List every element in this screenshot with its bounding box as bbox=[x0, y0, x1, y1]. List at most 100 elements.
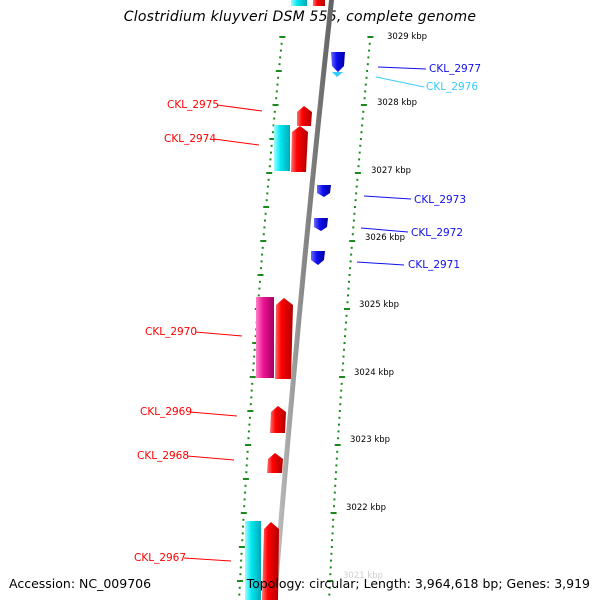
gene-feature-ckl-2974[interactable] bbox=[291, 126, 308, 172]
kbp-label: 3026 kbp bbox=[365, 233, 405, 243]
minor-tick bbox=[333, 498, 336, 501]
gene-feature[interactable] bbox=[313, 0, 325, 6]
minor-tick bbox=[267, 178, 270, 181]
gene-feature-ckl-2971[interactable] bbox=[311, 251, 325, 265]
minor-tick bbox=[250, 389, 253, 392]
kbp-label: 3023 kbp bbox=[350, 435, 390, 445]
gene-label-ckl-2968[interactable]: CKL_2968 bbox=[137, 450, 189, 462]
outer-tick-ring bbox=[327, 36, 374, 596]
minor-tick bbox=[265, 199, 268, 202]
minor-tick bbox=[336, 450, 339, 453]
minor-tick bbox=[340, 389, 343, 392]
gene-label-ckl-2970[interactable]: CKL_2970 bbox=[145, 326, 197, 338]
gene-feature-ckl-2970-pseudo[interactable] bbox=[256, 297, 274, 378]
major-tick bbox=[349, 240, 356, 242]
minor-tick bbox=[331, 532, 334, 535]
minor-tick bbox=[277, 76, 280, 79]
major-tick bbox=[240, 512, 247, 514]
gene-label-ckl-2976[interactable]: CKL_2976 bbox=[426, 81, 478, 93]
gene-label-ckl-2967[interactable]: CKL_2967 bbox=[134, 552, 186, 564]
gene-feature-ckl-2974-rna[interactable] bbox=[274, 125, 290, 171]
minor-tick bbox=[279, 49, 282, 52]
gene-feature-ckl-2972[interactable] bbox=[314, 218, 328, 231]
minor-tick bbox=[330, 559, 332, 562]
minor-tick bbox=[251, 382, 254, 385]
kbp-label: 3029 kbp bbox=[387, 32, 427, 42]
minor-tick bbox=[243, 498, 246, 501]
gene-label-ckl-2973[interactable]: CKL_2973 bbox=[414, 194, 466, 206]
minor-tick bbox=[366, 70, 369, 72]
minor-tick bbox=[245, 464, 248, 467]
major-tick bbox=[249, 376, 256, 378]
minor-tick bbox=[264, 212, 267, 215]
minor-tick bbox=[273, 117, 276, 120]
gene-feature-ckl-2975[interactable] bbox=[297, 106, 312, 126]
gene-feature-ckl-2969[interactable] bbox=[270, 406, 286, 433]
gene-label-ckl-2977[interactable]: CKL_2977 bbox=[429, 63, 481, 75]
minor-tick bbox=[345, 314, 348, 317]
minor-tick bbox=[242, 525, 244, 528]
minor-tick bbox=[244, 491, 247, 494]
gene-feature-ckl-2967[interactable] bbox=[262, 522, 279, 600]
minor-tick bbox=[331, 525, 334, 528]
major-tick bbox=[237, 580, 243, 582]
minor-tick bbox=[358, 158, 361, 161]
gene-label-ckl-2974[interactable]: CKL_2974 bbox=[164, 133, 216, 145]
minor-tick bbox=[248, 416, 251, 419]
minor-tick bbox=[360, 131, 363, 134]
topology-label: Topology: circular; Length: 3,964,618 bp… bbox=[246, 576, 590, 591]
gene-label-ckl-2975[interactable]: CKL_2975 bbox=[167, 99, 219, 111]
minor-tick bbox=[242, 518, 245, 521]
gene-feature-ckl-2977[interactable] bbox=[331, 52, 345, 72]
minor-tick bbox=[351, 233, 354, 236]
gene-label-ckl-2971[interactable]: CKL_2971 bbox=[408, 259, 460, 271]
minor-tick bbox=[268, 165, 271, 168]
minor-tick bbox=[368, 49, 371, 52]
gene-feature-ckl-2973[interactable] bbox=[317, 185, 331, 197]
major-tick bbox=[360, 104, 367, 106]
gene-label-ckl-2969[interactable]: CKL_2969 bbox=[140, 406, 192, 418]
major-tick bbox=[257, 274, 264, 276]
gene-label-ckl-2972[interactable]: CKL_2972 bbox=[411, 227, 463, 239]
major-tick bbox=[263, 206, 270, 208]
map-title: Clostridium kluyveri DSM 555, complete g… bbox=[123, 9, 477, 25]
minor-tick bbox=[347, 294, 349, 297]
gene-feature-ckl-2968[interactable] bbox=[267, 453, 283, 473]
minor-tick bbox=[347, 287, 350, 290]
kbp-label: 3027 kbp bbox=[371, 166, 411, 176]
gene-labels: CKL_2977 CKL_2976 CKL_2975 CKL_2974 CKL_… bbox=[134, 63, 481, 564]
gene-feature[interactable] bbox=[291, 0, 307, 6]
minor-tick bbox=[332, 518, 335, 521]
minor-tick bbox=[338, 423, 340, 426]
minor-tick bbox=[366, 63, 369, 66]
minor-tick bbox=[338, 410, 341, 412]
minor-tick bbox=[335, 457, 338, 460]
gene-feature-ckl-2976[interactable] bbox=[332, 72, 343, 77]
minor-tick bbox=[252, 369, 255, 372]
minor-tick bbox=[275, 90, 278, 93]
minor-tick bbox=[342, 355, 345, 358]
feature-track bbox=[245, 0, 345, 600]
minor-tick bbox=[342, 362, 345, 365]
minor-tick bbox=[368, 42, 371, 45]
gene-feature-ckl-2967-rna[interactable] bbox=[245, 521, 261, 600]
minor-tick bbox=[249, 403, 252, 406]
minor-tick bbox=[254, 335, 257, 338]
minor-tick bbox=[253, 355, 256, 358]
minor-tick bbox=[354, 206, 356, 208]
gene-feature-ckl-2970[interactable] bbox=[275, 298, 293, 379]
minor-tick bbox=[353, 212, 356, 215]
minor-tick bbox=[344, 328, 347, 331]
minor-tick bbox=[241, 532, 244, 535]
major-tick bbox=[247, 410, 254, 412]
minor-tick bbox=[240, 559, 243, 562]
minor-tick bbox=[270, 144, 273, 147]
minor-tick bbox=[262, 233, 265, 236]
minor-tick bbox=[362, 110, 365, 113]
minor-tick bbox=[279, 56, 282, 59]
minor-tick bbox=[343, 348, 345, 351]
minor-tick bbox=[352, 226, 355, 229]
minor-tick bbox=[361, 124, 364, 127]
minor-tick bbox=[349, 267, 352, 270]
